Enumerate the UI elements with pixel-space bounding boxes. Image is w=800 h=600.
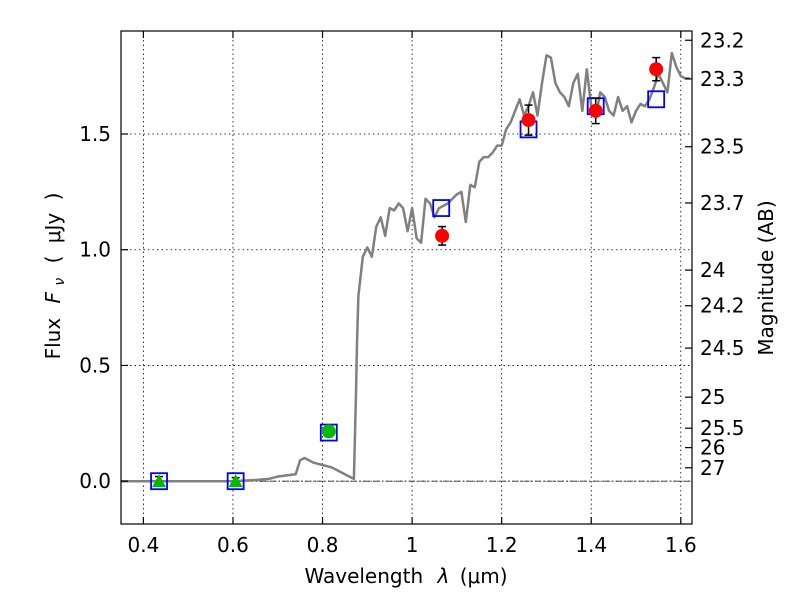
series-layer (121, 51, 690, 491)
mag-tick-label: 24.2 (700, 294, 745, 318)
mag-tick-label: 24 (700, 258, 725, 282)
y-tick-label: 1.0 (79, 238, 111, 262)
upper_limits-point (228, 474, 243, 488)
mag-tick-label: 27 (700, 456, 725, 480)
x-axis-label-lambda: λ (437, 564, 450, 588)
x-tick-label: 1 (406, 533, 419, 557)
optical-point (321, 424, 336, 439)
mag-tick-label: 23.2 (700, 28, 745, 52)
y2-axis-label: Magnitude (AB) (754, 200, 778, 355)
mag-tick-label: 25 (700, 385, 725, 409)
y-axis-label-close: ) (41, 193, 65, 201)
upper_limits-point (152, 474, 167, 488)
ticks (121, 31, 692, 524)
mag-tick-label: 23.5 (700, 135, 745, 159)
detections-point (521, 113, 536, 128)
detections-point (649, 62, 664, 77)
x-axis-label-main: Wavelength (304, 564, 423, 588)
y-axis-label-fnu: F (41, 291, 65, 303)
y-axis-label-fnu-sub: ν (52, 278, 68, 286)
mag-tick-label: 26 (700, 436, 725, 460)
x-tick-label: 0.8 (307, 533, 339, 557)
tick-labels: 0.4 0.6 0.8 1 1.2 1.4 1.6 0.0 0.5 1.0 1.5 23.2 23.3 2… (79, 28, 744, 557)
y-axis-label-flux: Flux (41, 318, 65, 360)
y-tick-label: 1.5 (79, 122, 111, 146)
x-tick-label: 0.6 (217, 533, 249, 557)
mag-tick-label: 23.3 (700, 67, 745, 91)
model-photometry-square (647, 90, 666, 109)
x-tick-label: 1.2 (486, 533, 518, 557)
x-axis-label-unit: (μm) (460, 564, 508, 588)
model-photometry-square (150, 472, 168, 491)
plot-frame (120, 30, 693, 525)
grid (121, 31, 692, 524)
y-tick-label: 0.5 (79, 353, 111, 377)
model-sed-line (121, 51, 690, 483)
y-axis-label-open: ( (41, 256, 65, 264)
detections-point (435, 228, 450, 243)
y-axis-label: Flux F ν ( μJy ) (41, 193, 69, 360)
model-photometry-square (226, 472, 245, 491)
x-tick-label: 1.4 (575, 533, 607, 557)
model-photometry-square (432, 199, 451, 217)
detections-point (588, 103, 603, 118)
y-axis-label-unit: μJy (41, 213, 65, 244)
x-tick-label: 1.6 (665, 533, 697, 557)
x-tick-label: 0.4 (127, 533, 159, 557)
mag-tick-label: 25.5 (700, 416, 745, 440)
y-tick-label: 0.0 (79, 469, 111, 493)
x-axis-label: Wavelength λ (μm) (304, 564, 507, 588)
mag-tick-label: 24.5 (700, 336, 745, 360)
mag-tick-label: 23.7 (700, 191, 745, 215)
